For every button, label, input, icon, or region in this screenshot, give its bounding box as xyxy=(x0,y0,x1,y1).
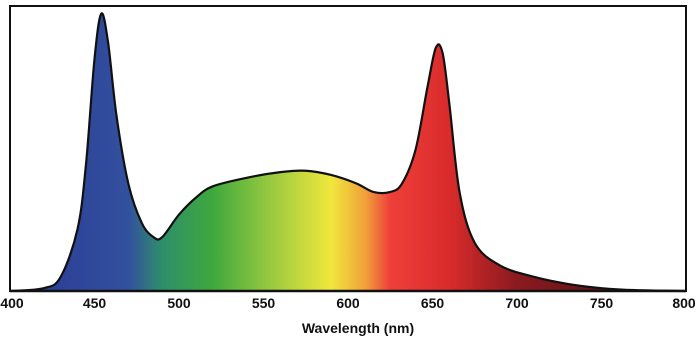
x-tick-label-450: 450 xyxy=(83,295,107,311)
x-tick-label-550: 550 xyxy=(252,295,276,311)
x-tick-label-700: 700 xyxy=(505,295,529,311)
x-axis-title: Wavelength (nm) xyxy=(302,320,414,336)
spectrum-area xyxy=(10,13,686,291)
x-tick-label-750: 750 xyxy=(590,295,614,311)
x-tick-label-500: 500 xyxy=(167,295,191,311)
x-tick-label-800: 800 xyxy=(672,295,696,311)
x-tick-labels: 400 450 500 550 600 650 700 750 800 xyxy=(0,295,696,311)
x-tick-label-650: 650 xyxy=(421,295,445,311)
spectrum-outline xyxy=(9,12,687,293)
x-tick-label-600: 600 xyxy=(336,295,360,311)
x-tick-label-400: 400 xyxy=(0,295,24,311)
